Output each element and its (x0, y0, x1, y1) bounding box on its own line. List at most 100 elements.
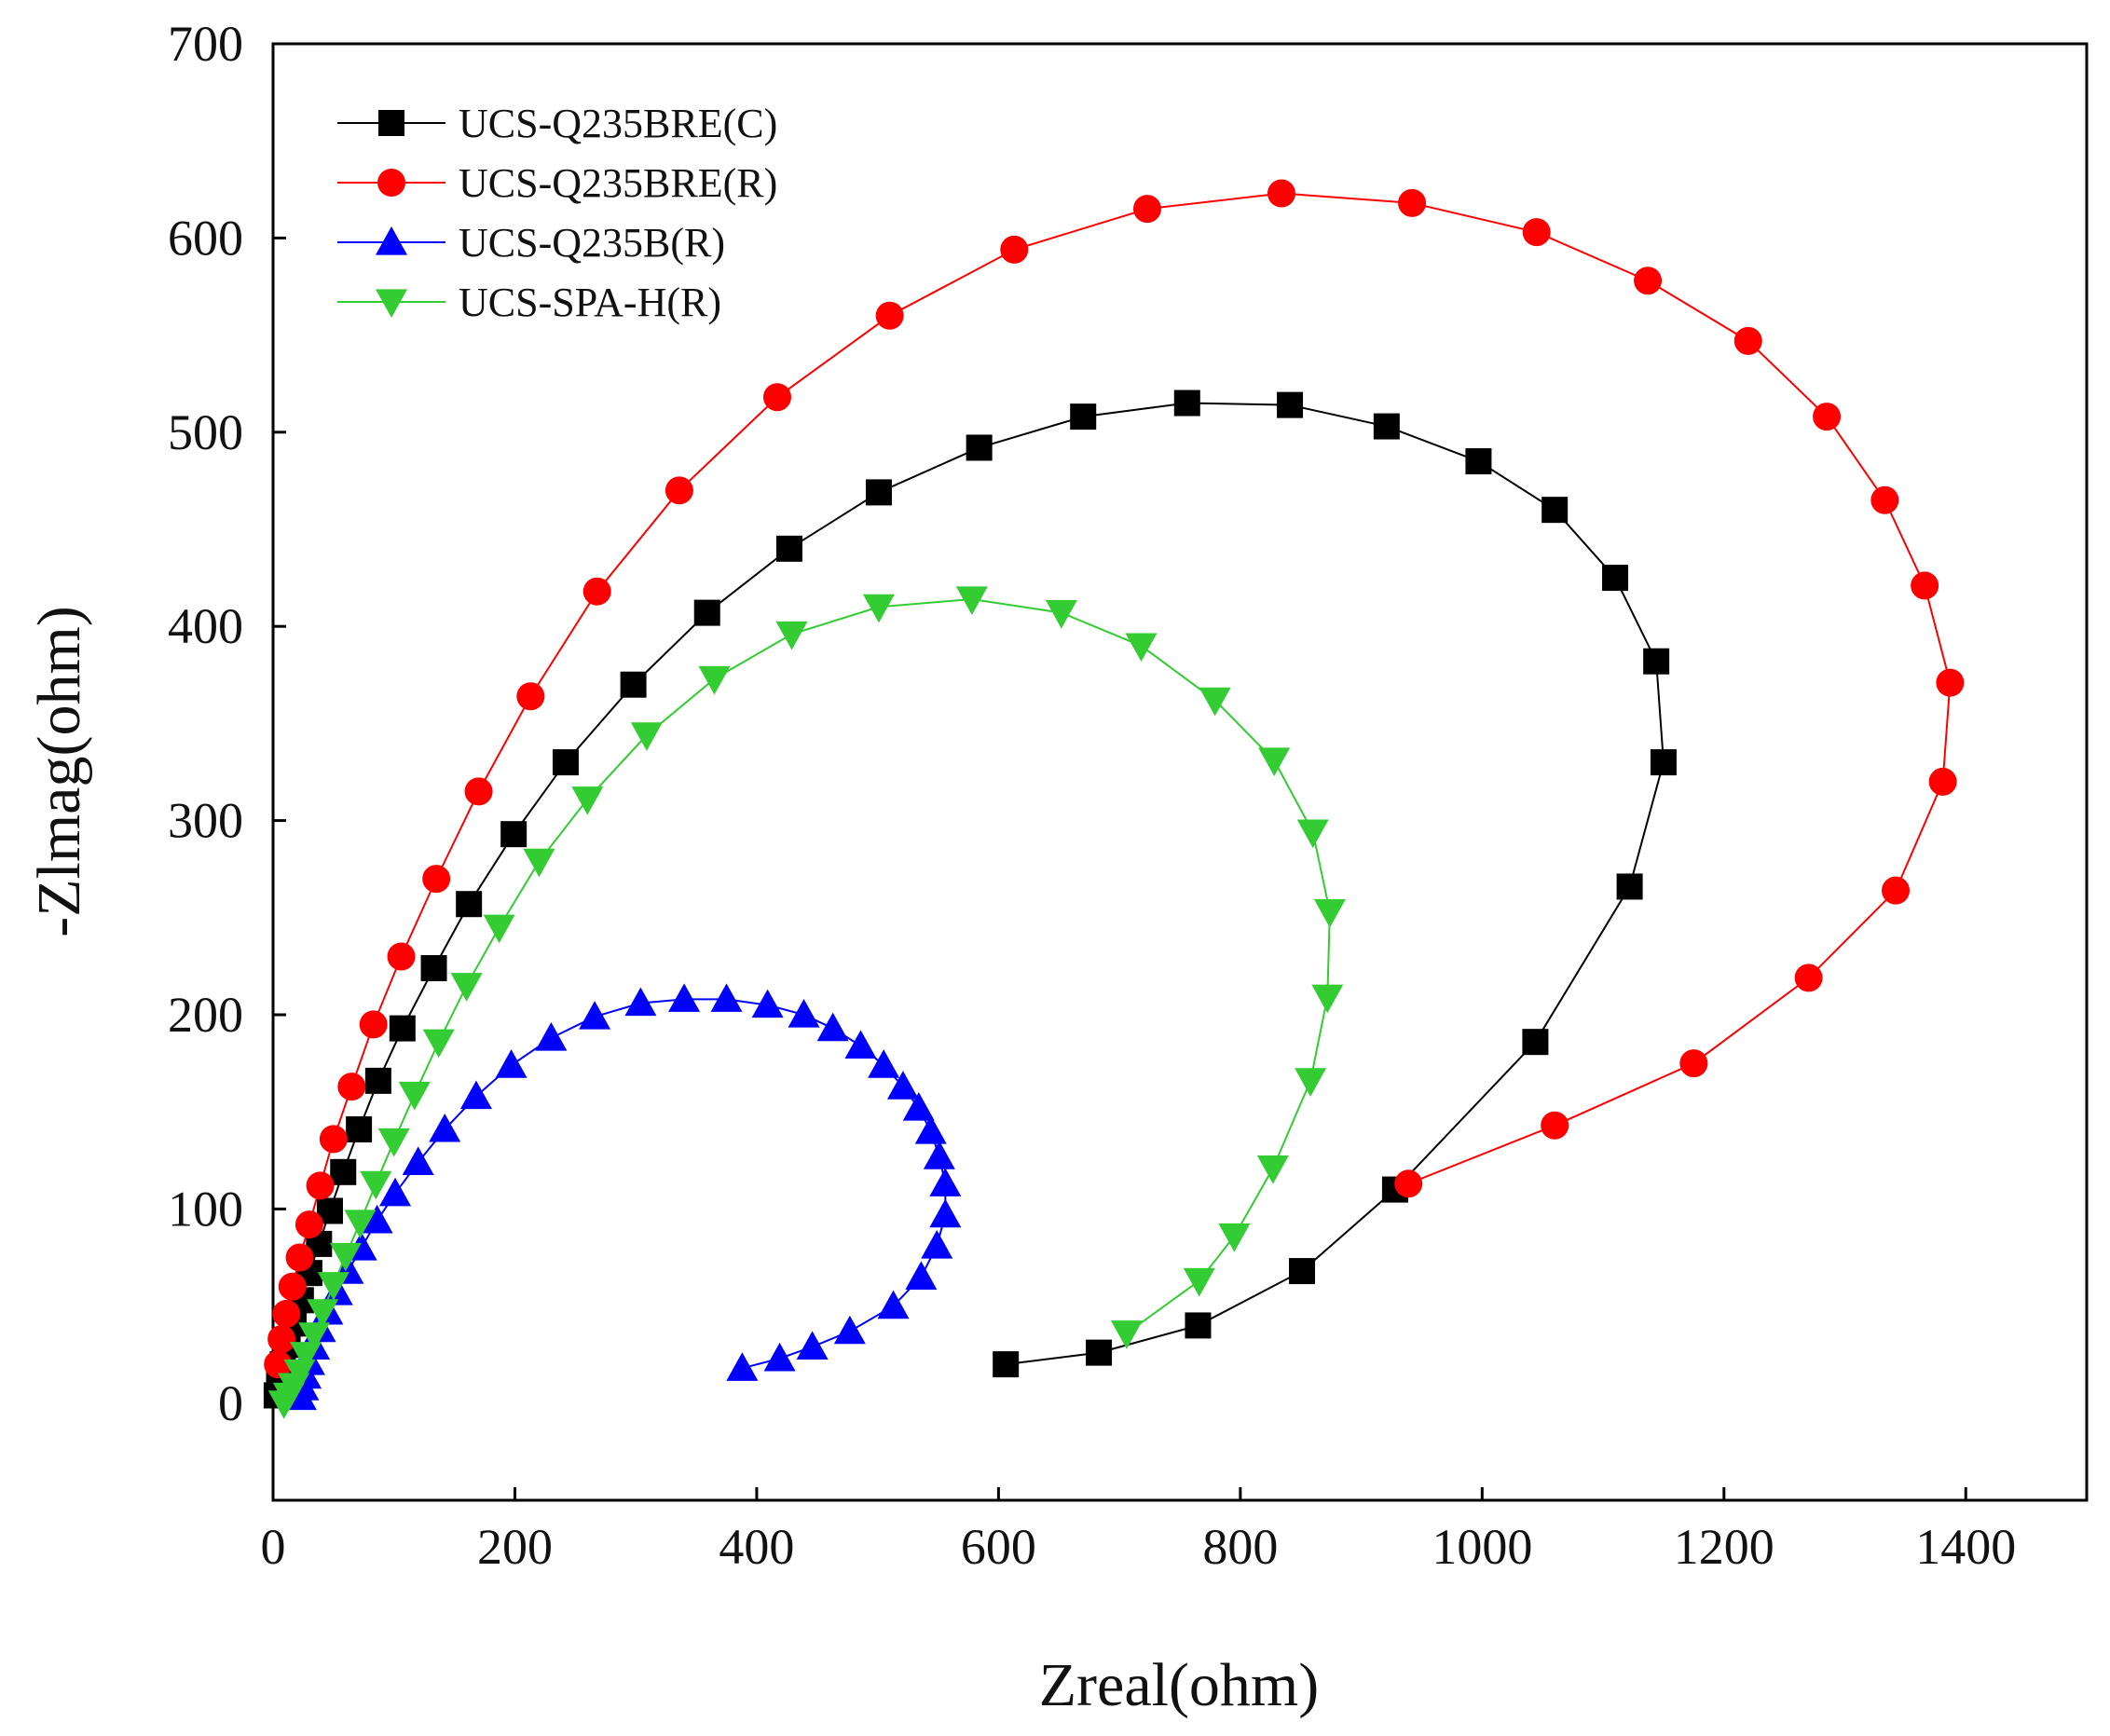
data-point (317, 1272, 349, 1301)
data-point (1125, 633, 1158, 663)
data-point (1086, 1339, 1113, 1366)
x-tick-label: 1000 (1432, 1519, 1532, 1575)
data-point (710, 983, 743, 1012)
data-point (668, 983, 701, 1012)
data-point (620, 671, 647, 698)
data-point (1289, 1258, 1316, 1285)
data-point (1218, 1223, 1251, 1252)
data-point (1936, 668, 1965, 697)
data-point (387, 942, 416, 971)
data-point (1882, 876, 1911, 905)
data-point (1679, 1049, 1708, 1078)
data-point (1522, 1029, 1549, 1056)
data-point (1813, 403, 1842, 431)
data-point (921, 1229, 953, 1259)
data-point (1256, 1155, 1289, 1184)
data-point (844, 1030, 877, 1059)
data-point (886, 1071, 919, 1100)
x-tick-label: 0 (261, 1519, 286, 1575)
y-tick-label: 300 (168, 793, 243, 849)
data-point (306, 1171, 335, 1200)
data-point (1541, 1111, 1569, 1140)
data-point (875, 301, 904, 330)
data-point (329, 1242, 362, 1272)
legend-marker (377, 169, 405, 197)
data-point (361, 1204, 393, 1234)
data-point (319, 1125, 348, 1154)
data-point (402, 1146, 434, 1175)
x-axis-title: Zreal(ohm) (1039, 1651, 1320, 1719)
data-point (267, 1390, 300, 1419)
data-point (929, 1168, 962, 1196)
data-point (500, 821, 528, 848)
data-point (1313, 898, 1346, 928)
data-point (552, 749, 579, 776)
data-point (582, 577, 611, 606)
data-point (1394, 1169, 1423, 1198)
data-point (1277, 391, 1304, 418)
data-point (579, 1001, 611, 1030)
series-0 (263, 390, 1677, 1409)
data-point (1928, 767, 1957, 796)
x-tick-label: 800 (1202, 1519, 1278, 1575)
legend-marker (376, 289, 407, 318)
data-point (1541, 497, 1569, 524)
legend-label: UCS-Q235BRE(R) (459, 160, 777, 206)
data-point (1911, 571, 1939, 600)
data-point (346, 1115, 373, 1142)
data-point (422, 1029, 455, 1059)
data-point (1185, 1312, 1212, 1339)
data-point (516, 682, 545, 711)
data-point (359, 1010, 388, 1039)
data-point (420, 954, 447, 981)
data-point (1733, 326, 1762, 355)
data-point (1183, 1267, 1215, 1297)
data-point (1258, 747, 1291, 776)
data-point (398, 1081, 431, 1111)
data-point (523, 848, 555, 878)
data-point (377, 1128, 410, 1157)
data-point (796, 1331, 829, 1360)
y-tick-label: 500 (168, 404, 243, 460)
data-point (535, 1022, 568, 1051)
data-point (1267, 179, 1295, 208)
y-tick-label: 200 (168, 987, 243, 1043)
data-point (905, 1261, 938, 1290)
y-tick-label: 100 (168, 1181, 243, 1237)
data-point (1650, 749, 1677, 776)
data-point (464, 777, 493, 806)
data-point (865, 479, 892, 506)
data-point (483, 914, 515, 944)
data-point (788, 999, 820, 1028)
data-point (929, 1198, 962, 1228)
series-layer (263, 179, 1965, 1419)
y-axis-title: -Zlmag(ohm) (25, 606, 93, 937)
data-point (337, 1073, 366, 1101)
legend-marker (378, 110, 404, 136)
data-point (1045, 600, 1077, 629)
data-point (868, 1049, 900, 1078)
data-point (751, 989, 784, 1018)
legend-label: UCS-SPA-H(R) (459, 280, 721, 325)
series-line (282, 598, 1331, 1404)
data-point (295, 1210, 323, 1239)
data-point (285, 1243, 314, 1272)
y-tick-label: 600 (168, 210, 243, 266)
data-point (693, 599, 720, 626)
data-point (429, 1113, 461, 1142)
x-tick-label: 400 (719, 1519, 794, 1575)
data-point (1643, 648, 1670, 675)
data-point (330, 1158, 357, 1185)
data-point (298, 1322, 331, 1351)
data-point (1000, 235, 1029, 264)
data-point (775, 535, 802, 562)
series-line (275, 402, 1665, 1396)
data-point (923, 1141, 955, 1169)
x-tick-label: 1200 (1674, 1519, 1774, 1575)
y-tick-label: 400 (168, 598, 243, 654)
plot-frame (271, 42, 2089, 1502)
data-point (862, 594, 895, 623)
data-point (379, 1177, 412, 1207)
data-point (1398, 188, 1427, 217)
data-point (422, 865, 451, 894)
